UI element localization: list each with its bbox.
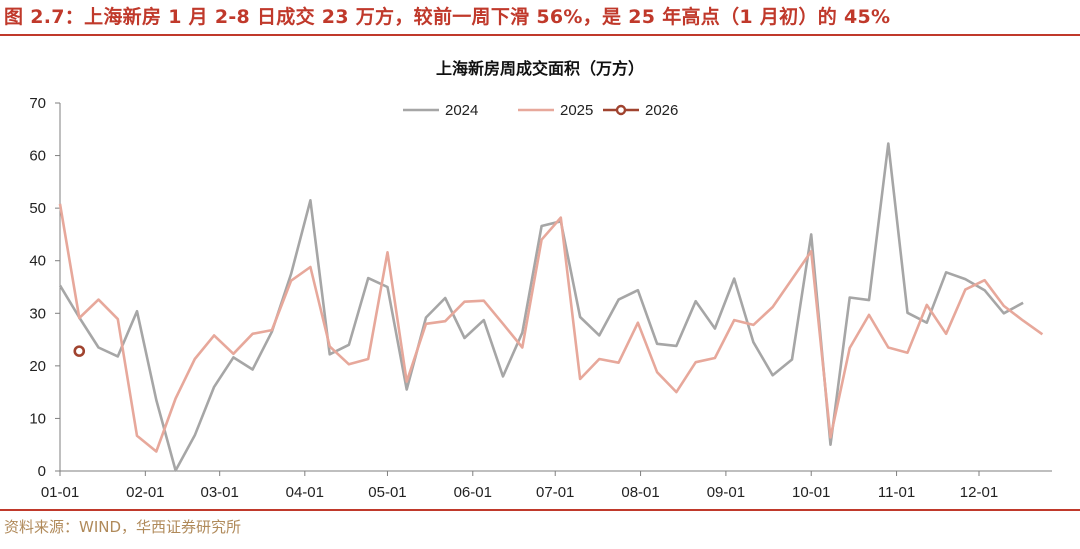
chart-title: 上海新房周成交面积（万方）	[436, 59, 644, 78]
legend-label-2024: 2024	[445, 102, 478, 119]
series-line-2024	[58, 142, 1024, 472]
chart-legend: 2024 2025 2026	[403, 102, 678, 119]
y-tick-label: 70	[29, 95, 46, 112]
x-tick-label: 03-01	[200, 484, 238, 501]
y-tick-label: 30	[29, 305, 46, 322]
source-note: 资料来源：WIND，华西证券研究所	[4, 518, 242, 536]
y-tick-label: 10	[29, 410, 46, 427]
top-rule	[0, 34, 1080, 36]
legend-label-2026: 2026	[645, 102, 678, 119]
x-tick-label: 08-01	[621, 484, 659, 501]
x-tick-label: 05-01	[368, 484, 406, 501]
y-tick-label: 40	[29, 253, 46, 270]
x-tick-label: 07-01	[536, 484, 574, 501]
y-tick-label: 20	[29, 358, 46, 375]
y-tick-label: 0	[38, 463, 46, 480]
x-tick-label: 12-01	[960, 484, 998, 501]
x-tick-label: 01-01	[41, 484, 79, 501]
x-tick-label: 02-01	[126, 484, 164, 501]
legend-label-2025: 2025	[560, 102, 593, 119]
y-tick-label: 50	[29, 200, 46, 217]
x-tick-label: 11-01	[878, 484, 915, 501]
series-line-2025	[58, 203, 1044, 453]
legend-marker-2026	[615, 104, 627, 116]
chart-lines	[58, 142, 1044, 472]
chart-axes: 0 10 20 30 40 50 60 70 01-01 02-01 03-01 04-01 05-01…	[29, 95, 1052, 501]
figure-title: 图 2.7：上海新房 1 月 2-8 日成交 23 万方，较前一周下滑 56%，…	[4, 6, 891, 28]
bottom-rule	[0, 509, 1080, 511]
x-tick-label: 06-01	[454, 484, 492, 501]
x-tick-label: 04-01	[286, 484, 324, 501]
y-tick-label: 60	[29, 148, 46, 165]
x-tick-label: 10-01	[792, 484, 830, 501]
series-point-2026	[73, 345, 86, 357]
x-tick-label: 09-01	[707, 484, 745, 501]
